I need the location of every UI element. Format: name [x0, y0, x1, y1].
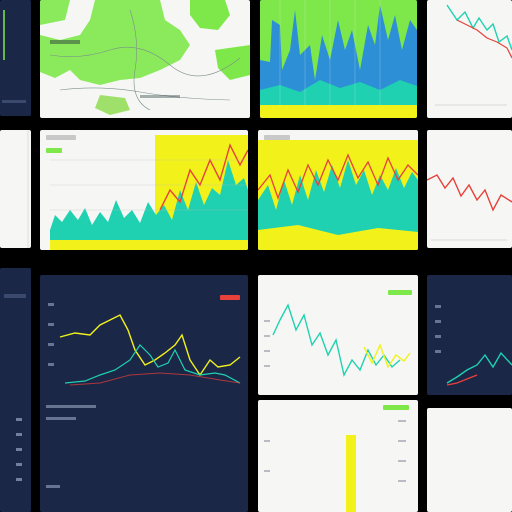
panel-area-center-left[interactable]: [40, 130, 248, 250]
panel-stacked-area-top[interactable]: [260, 0, 417, 118]
panel-line-top-right[interactable]: [427, 0, 512, 118]
legend-badge: [388, 290, 412, 295]
panel-map-view[interactable]: [40, 0, 250, 118]
line-chart-icon: [435, 305, 512, 386]
legend-badge: [46, 135, 76, 140]
line-chart-icon: [46, 303, 241, 488]
area-chart-icon: [260, 0, 417, 118]
panel-line-dark-bottom[interactable]: [40, 275, 248, 512]
line-chart-icon: [435, 4, 512, 106]
legend-badge: [383, 405, 409, 410]
panel-line-dark-right[interactable]: [427, 275, 512, 395]
legend-badge: [46, 148, 62, 153]
panel-left-strip-mid: [0, 130, 31, 248]
bar-chart-icon: [264, 420, 406, 512]
panel-area-center-right[interactable]: [258, 130, 418, 250]
legend-badge: [220, 295, 240, 300]
map-icon: [40, 0, 250, 115]
legend-badge: [264, 135, 290, 140]
panel-left-strip-bottom: [0, 268, 31, 512]
area-chart-icon: [258, 140, 418, 250]
line-chart-icon: [427, 174, 512, 241]
panel-top-left-dark: [0, 0, 31, 116]
area-chart-icon: [50, 135, 248, 250]
chart-icon: [2, 10, 26, 103]
panel-line-right-mid[interactable]: [427, 130, 512, 248]
panel-bar-light-bottom[interactable]: [258, 400, 418, 512]
panel-bar-right-bottom: [427, 408, 512, 512]
line-chart-icon: [264, 303, 411, 377]
panel-line-light-bottom[interactable]: [258, 275, 418, 395]
